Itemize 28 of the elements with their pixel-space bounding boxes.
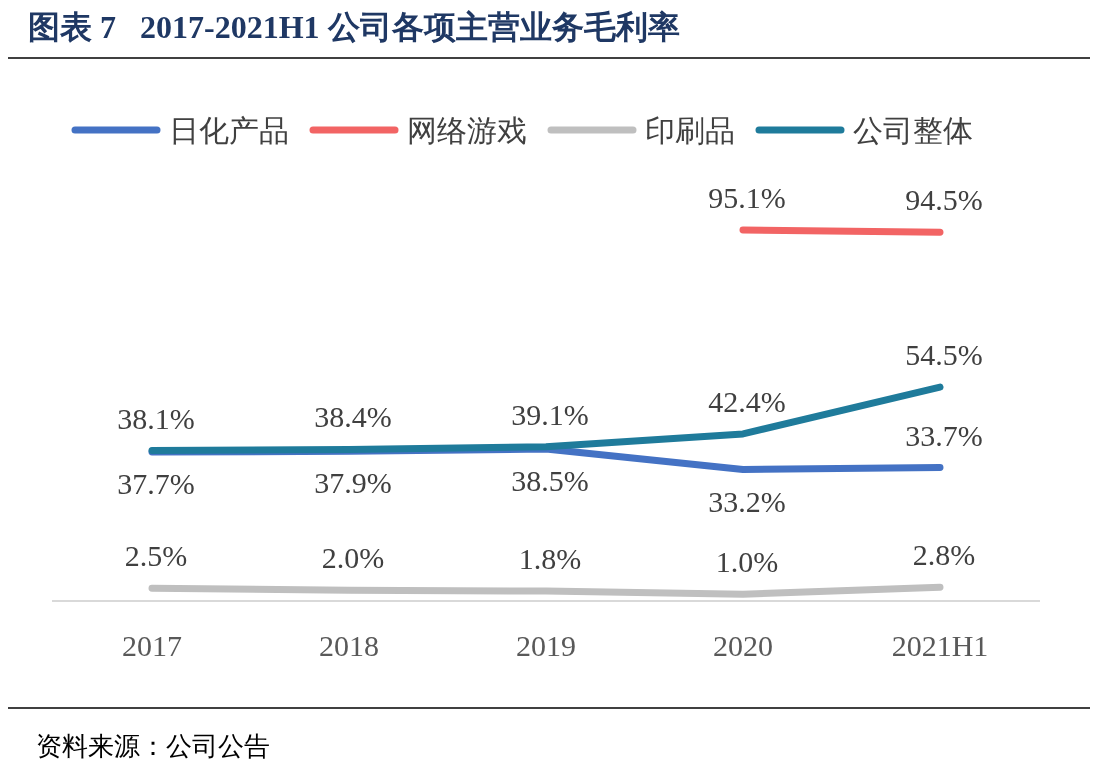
- data-label: 1.8%: [518, 542, 582, 576]
- x-tick-label: 2018: [319, 629, 379, 662]
- data-label: 2.8%: [912, 538, 976, 572]
- x-tick-label: 2019: [516, 629, 576, 662]
- data-label: 1.0%: [715, 545, 779, 579]
- data-label: 2.5%: [124, 539, 188, 573]
- legend-label: 网络游戏: [407, 113, 527, 148]
- data-label: 94.5%: [905, 183, 983, 217]
- data-label: 54.5%: [905, 338, 983, 372]
- data-label: 37.9%: [314, 466, 392, 500]
- data-label: 95.1%: [708, 180, 786, 214]
- chart-title: 图表 7 2017-2021H1 公司各项主营业务毛利率: [28, 9, 680, 45]
- data-label: 38.1%: [117, 401, 195, 435]
- x-tick-label: 2020: [713, 629, 773, 662]
- legend-label: 印刷品: [645, 113, 735, 148]
- legend-label: 日化产品: [169, 113, 289, 148]
- data-label: 38.4%: [314, 400, 392, 434]
- legend-label: 公司整体: [853, 113, 973, 148]
- data-label: 39.1%: [511, 397, 589, 431]
- data-label: 42.4%: [708, 384, 786, 418]
- data-label: 33.2%: [708, 484, 786, 518]
- text: 资料来源：公司公告: [36, 731, 270, 761]
- data-label: 38.5%: [511, 464, 589, 498]
- x-tick-label: 2021H1: [891, 629, 989, 662]
- data-label: 2.0%: [321, 541, 385, 575]
- data-label: 33.7%: [905, 418, 983, 452]
- x-tick-label: 2017: [122, 629, 182, 662]
- data-label: 37.7%: [117, 467, 195, 501]
